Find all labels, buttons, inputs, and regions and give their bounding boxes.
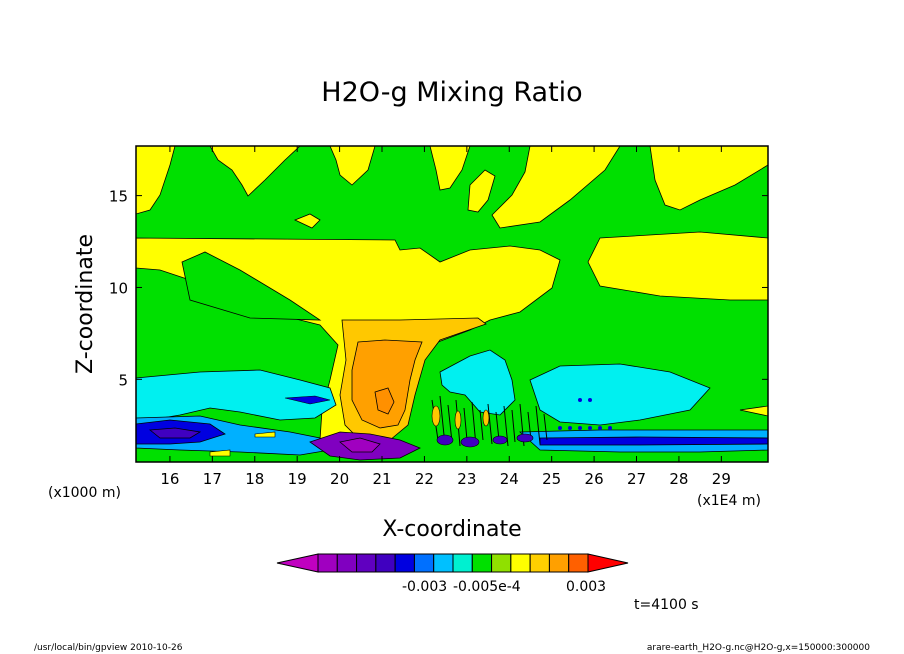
colorbar-level <box>471 553 493 573</box>
chart-title: H2O-g Mixing Ratio <box>321 77 582 108</box>
x-tick-label: 18 <box>245 470 264 488</box>
footer-left: /usr/local/bin/gpview 2010-10-26 <box>34 643 183 653</box>
orange-inner <box>374 387 395 415</box>
x-tick-label: 23 <box>457 470 476 488</box>
x-tick-label: 20 <box>330 470 349 488</box>
y-axis-label: Z-coordinate <box>73 234 98 374</box>
contour-fields <box>136 146 768 462</box>
right-yellow-tab <box>739 405 768 417</box>
y-unit-label: (x1000 m) <box>48 485 121 501</box>
y-axis-ticks: 5 10 15 <box>109 188 768 389</box>
time-label: t=4100 s <box>634 597 699 613</box>
x-tick-label: 29 <box>712 470 731 488</box>
x-tick-label: 24 <box>500 470 519 488</box>
small-yellow-dash <box>209 449 231 457</box>
dark-blue-band <box>148 427 202 439</box>
x-axis-label: X-coordinate <box>382 517 521 542</box>
y-tick-label: 10 <box>109 279 128 297</box>
x-tick-label: 19 <box>288 470 307 488</box>
colorbar-level <box>356 553 377 573</box>
turbulent-dark-blobs <box>436 433 534 448</box>
upper-yellow-streak <box>649 146 768 211</box>
thin-dark-line-left <box>284 395 331 405</box>
upper-yellow-streak <box>136 146 176 215</box>
colorbar-level <box>452 553 473 573</box>
colorbar-level <box>317 553 338 573</box>
orange-core <box>351 339 423 429</box>
x-tick-label: 28 <box>669 470 688 488</box>
colorbar-label-1: -0.003 <box>402 579 447 595</box>
colorbar-level <box>529 553 550 573</box>
colorbar-label-2: -0.005e-4 <box>453 579 521 595</box>
colorbar-level <box>548 553 570 573</box>
y-tick-label: 5 <box>118 371 128 389</box>
x-axis-ticks: 16 17 18 19 20 21 22 23 24 25 26 27 28 29 <box>160 146 731 488</box>
colorbar-level <box>375 553 396 573</box>
colorbar-level <box>433 553 454 573</box>
upper-yellow-streak <box>329 146 376 186</box>
upper-yellow-streak <box>429 146 471 191</box>
y-tick-label: 15 <box>109 188 128 206</box>
colorbar-level <box>394 553 415 573</box>
colorbar-low-extend <box>276 553 319 573</box>
turbulent-gold-blobs <box>431 405 490 430</box>
x-tick-label: 16 <box>160 470 179 488</box>
x-tick-label: 17 <box>203 470 222 488</box>
anvil-right-yellow <box>587 231 768 301</box>
colorbar-label-3: 0.003 <box>566 579 606 595</box>
upper-yellow-streak <box>491 146 621 229</box>
x-unit-label: (x1E4 m) <box>697 493 761 509</box>
x-tick-label: 26 <box>585 470 604 488</box>
plot-frame <box>135 145 769 463</box>
colorbar-level <box>510 553 531 573</box>
upper-yellow-streak <box>209 146 301 197</box>
colorbar-level <box>491 553 512 573</box>
upper-yellow-streak <box>293 213 321 229</box>
magenta-base <box>339 437 381 453</box>
dot-row <box>558 398 612 430</box>
colorbar-level <box>568 553 589 573</box>
colorbar-level <box>413 553 435 573</box>
cyan-right-region <box>529 363 711 426</box>
anvil-left-green-hole <box>181 251 322 321</box>
colorbar <box>276 553 629 573</box>
right-dark-band <box>539 436 768 446</box>
x-tick-label: 22 <box>415 470 434 488</box>
x-tick-label: 27 <box>627 470 646 488</box>
x-tick-label: 21 <box>372 470 391 488</box>
upper-yellow-streak <box>467 169 496 213</box>
cyan-mid-region <box>439 349 516 416</box>
colorbar-high-extend <box>587 553 629 573</box>
x-tick-label: 25 <box>542 470 561 488</box>
footer-right: arare-earth_H2O-g.nc@H2O-g,x=150000:3000… <box>647 643 870 653</box>
small-yellow-dash <box>254 431 276 438</box>
colorbar-level <box>336 553 358 573</box>
